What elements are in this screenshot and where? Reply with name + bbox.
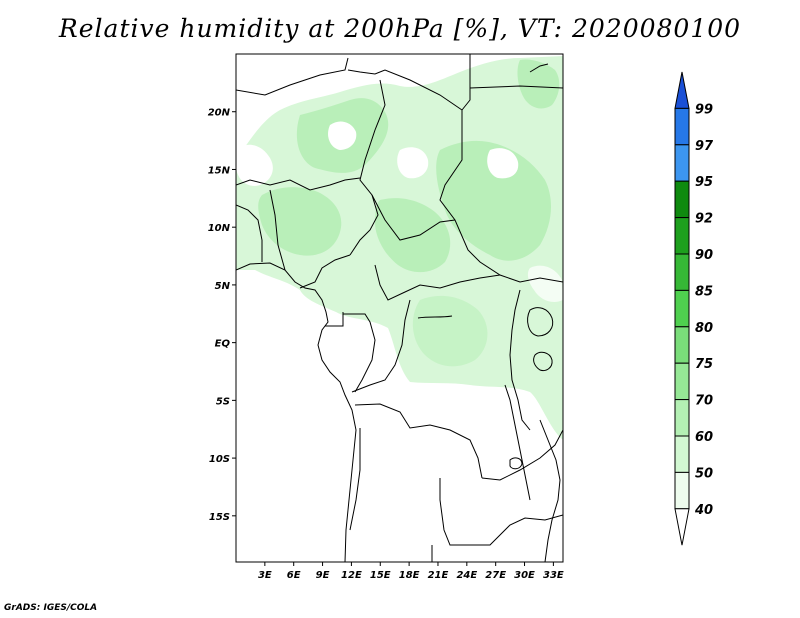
river (417, 315, 453, 319)
footer-credit: GrADS: IGES/COLA (4, 603, 98, 613)
colorbar-level-label: 75 (695, 357, 713, 372)
border (509, 289, 531, 431)
colorbar-level-label: 97 (695, 139, 714, 154)
colorbar-segment (674, 435, 690, 473)
colorbar-segment (674, 471, 690, 510)
chart-title: Relative humidity at 200hPa [%], VT: 202… (58, 14, 742, 43)
lon-tick-label: 24E (456, 570, 477, 581)
humidity-region-dry (487, 148, 519, 179)
humidity-region-medium (412, 295, 488, 367)
lake-shore (533, 351, 553, 371)
lake-shore (504, 384, 531, 501)
colorbar-level-label: 90 (695, 248, 713, 263)
humidity-region-medium (258, 187, 342, 256)
border (469, 85, 563, 89)
lat-tick-label: 5N (215, 281, 231, 292)
border (236, 57, 349, 96)
colorbar-segment (674, 217, 690, 255)
border (299, 254, 351, 289)
lake-shore (527, 307, 554, 337)
humidity-region-dry (328, 121, 357, 150)
border (236, 204, 263, 262)
border (374, 264, 501, 301)
humidity-region-dry (397, 147, 429, 179)
colorbar-segment (674, 289, 690, 328)
coastline (236, 262, 357, 562)
colorbar: 99 97 95 92 90 85 80 75 70 60 50 40 (674, 71, 714, 546)
colorbar-level-label: 92 (695, 212, 713, 227)
colorbar-segment (674, 253, 690, 291)
lat-tick-label: 5S (216, 396, 230, 407)
colorbar-segment (674, 144, 690, 182)
border (481, 429, 563, 481)
lat-tick-label: 10N (208, 223, 231, 234)
colorbar-level-label: 40 (694, 503, 713, 518)
lon-tick-label: 9E (316, 570, 330, 581)
colorbar-segment (674, 180, 690, 219)
colorbar-level-label: 50 (695, 466, 713, 481)
coastlines-borders (236, 54, 563, 562)
colorbar-level-label: 80 (695, 321, 713, 336)
border (439, 110, 563, 283)
lat-tick-label: 15N (208, 165, 231, 176)
lon-tick-label: 15E (370, 570, 391, 581)
lon-tick-label: 21E (428, 570, 449, 581)
lon-tick-label: 12E (341, 570, 362, 581)
colorbar-level-label: 70 (695, 394, 713, 409)
humidity-region-dry (236, 144, 273, 186)
colorbar-segment (674, 362, 690, 401)
colorbar-level-label: 60 (695, 430, 713, 445)
lat-tick-label: EQ (215, 339, 231, 350)
lake-shore (509, 457, 523, 470)
humidity-region-dry (527, 265, 563, 302)
border (347, 69, 463, 111)
lat-tick-label: 15S (209, 512, 230, 523)
border (325, 312, 344, 327)
humidity-region-medium (517, 59, 560, 109)
border (343, 313, 376, 393)
border (354, 403, 483, 479)
lon-tick-label: 30E (514, 570, 535, 581)
border (349, 428, 361, 531)
humidity-region-medium (436, 140, 552, 261)
colorbar-segment (674, 107, 690, 146)
lat-tick-label: 10S (209, 454, 230, 465)
lon-tick-label: 6E (287, 570, 301, 581)
border (269, 189, 286, 271)
longitude-axis: 3E 6E 9E 12E 15E 18E 21E 24E 27E 30E 33E (258, 562, 564, 581)
latitude-axis: 20N 15N 10N 5N EQ 5S 10S 15S (208, 108, 236, 523)
colorbar-level-label: 85 (695, 284, 713, 299)
border (371, 194, 456, 241)
border (351, 299, 411, 393)
lat-tick-label: 20N (208, 108, 231, 119)
border (461, 54, 471, 111)
lon-tick-label: 27E (485, 570, 506, 581)
lon-tick-label: 3E (258, 570, 272, 581)
border (439, 478, 563, 546)
colorbar-segment (674, 399, 690, 437)
colorbar-level-label: 95 (695, 175, 713, 190)
border (236, 177, 361, 191)
lon-tick-label: 33E (543, 570, 564, 581)
colorbar-bottom-arrow (674, 508, 690, 546)
map-frame (235, 53, 564, 563)
river (529, 63, 549, 73)
humidity-field (236, 56, 563, 440)
border (349, 79, 386, 256)
colorbar-top-arrow (674, 71, 690, 109)
lon-tick-label: 18E (399, 570, 420, 581)
humidity-region-medium (375, 198, 451, 273)
lake-shore (539, 419, 561, 562)
colorbar-segment (674, 326, 690, 364)
colorbar-level-label: 99 (695, 102, 713, 117)
